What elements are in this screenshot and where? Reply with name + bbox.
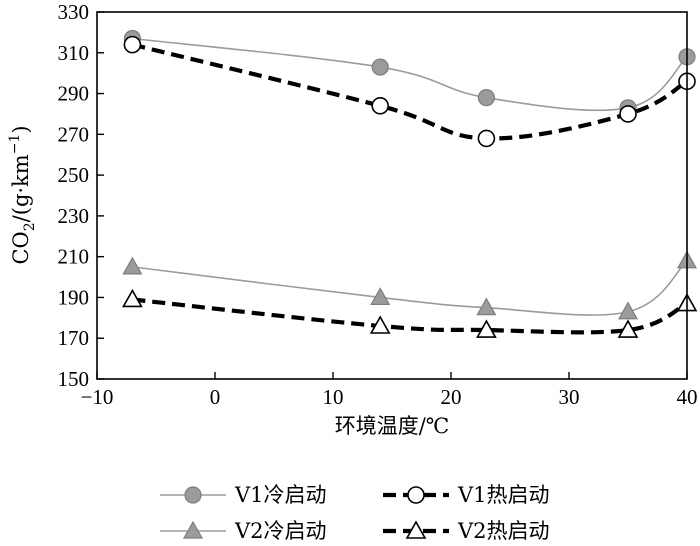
- legend-label: V2冷启动: [234, 519, 327, 543]
- series-2: [122, 250, 698, 320]
- x-tick-label: 30: [559, 385, 580, 409]
- data-point: [369, 315, 391, 334]
- data-point: [617, 319, 639, 338]
- legend-marker: [184, 486, 202, 504]
- y-tick-label: 290: [58, 82, 90, 106]
- legend-label: V1热启动: [457, 483, 550, 507]
- y-tick-label: 210: [58, 245, 90, 269]
- x-tick-label: 0: [210, 385, 221, 409]
- legend-marker: [407, 486, 425, 504]
- series-1: [123, 35, 696, 148]
- legend-item: V1热启动: [383, 483, 550, 507]
- y-axis-title-sub: 2: [22, 222, 38, 231]
- legend-item: V2热启动: [383, 519, 550, 543]
- legend-marker: [182, 520, 204, 539]
- legend-label: V1冷启动: [234, 483, 327, 507]
- y-axis-title-rest: /(g·km: [9, 154, 33, 222]
- y-tick-label: 230: [58, 204, 90, 228]
- x-tick-label: 10: [323, 385, 344, 409]
- plot-frame: [96, 11, 688, 380]
- y-tick-label: 270: [58, 122, 90, 146]
- y-axis-ticks: 150 170 190 210 230 250 270 290 310 330: [58, 0, 104, 391]
- x-tick-label: −10: [81, 385, 114, 409]
- y-axis-title-main: CO: [9, 231, 33, 264]
- data-point: [617, 301, 639, 320]
- x-tick-label: 40: [677, 385, 698, 409]
- x-axis-title: 环境温度/℃: [335, 414, 450, 438]
- legend: V1冷启动 V1热启动 V2冷启动 V2热启动: [160, 483, 550, 543]
- y-axis-title-sup: −1: [7, 134, 23, 155]
- series-layer: [122, 29, 698, 338]
- y-axis-title-close: ): [9, 125, 33, 133]
- axes-layer: −10 0 10 20 30 40 150 170 190 210 230 250 270 290 310…: [58, 0, 698, 409]
- series-line: [132, 260, 688, 316]
- y-tick-label: 330: [58, 0, 90, 24]
- data-point: [476, 319, 497, 338]
- x-tick-label: 20: [441, 385, 462, 409]
- data-point: [370, 287, 391, 306]
- data-point: [123, 35, 142, 54]
- y-tick-label: 190: [58, 285, 90, 309]
- series-3: [122, 288, 698, 338]
- data-point: [371, 58, 389, 76]
- series-line: [132, 297, 688, 335]
- series-0: [123, 29, 696, 117]
- legend-label: V2热启动: [457, 519, 550, 543]
- data-point: [477, 89, 495, 107]
- y-tick-label: 250: [58, 163, 90, 187]
- data-point: [122, 288, 143, 308]
- data-point: [371, 96, 390, 115]
- data-point: [477, 129, 496, 148]
- y-axis-title: CO2/(g·km−1): [7, 125, 38, 264]
- y-tick-label: 170: [58, 326, 90, 350]
- data-point: [619, 105, 637, 123]
- y-tick-label: 150: [58, 367, 90, 391]
- series-line: [131, 42, 689, 141]
- data-point: [476, 297, 497, 316]
- x-axis-ticks: −10 0 10 20 30 40: [81, 372, 698, 409]
- y-tick-label: 310: [58, 41, 90, 65]
- series-line: [132, 37, 688, 112]
- legend-item: V2冷启动: [160, 519, 327, 543]
- legend-marker: [405, 520, 427, 539]
- data-point: [122, 256, 143, 275]
- legend-item: V1冷启动: [160, 483, 327, 507]
